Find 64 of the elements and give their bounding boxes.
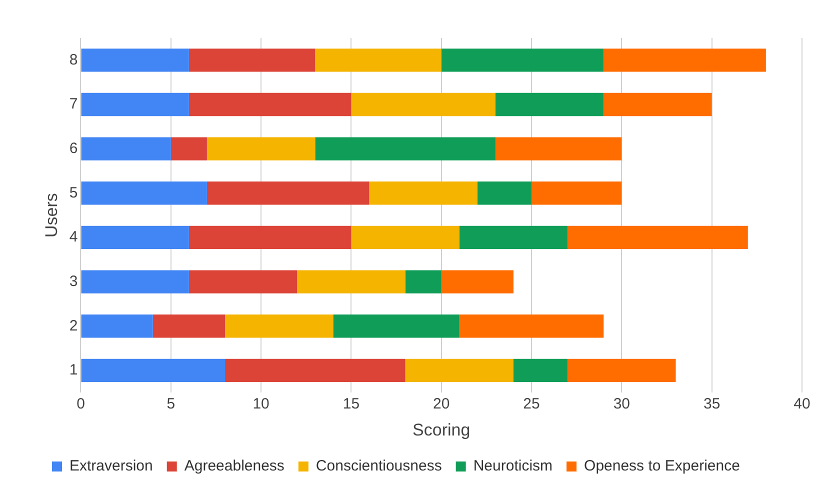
bar — [224, 358, 406, 382]
bar — [81, 358, 225, 382]
bar — [81, 137, 171, 160]
bar — [441, 270, 514, 294]
bar — [495, 92, 604, 116]
bar — [568, 226, 748, 250]
x-tick-label: 10 — [252, 396, 270, 413]
y-axis-title: Users — [42, 193, 61, 238]
bar — [369, 182, 478, 205]
legend-label: Extraversion — [70, 458, 153, 475]
y-tick-label: 1 — [69, 362, 78, 379]
bar — [604, 48, 766, 72]
bar — [224, 314, 334, 338]
bar — [297, 270, 406, 294]
bar — [477, 182, 532, 205]
x-tick-label: 5 — [166, 396, 176, 413]
y-tick-label: 2 — [69, 317, 78, 334]
bar — [81, 314, 153, 338]
bar — [405, 358, 514, 382]
bar — [459, 314, 604, 338]
x-tick-label: 40 — [794, 396, 810, 413]
x-tick-label: 30 — [613, 396, 630, 413]
bar — [405, 270, 442, 294]
bar — [351, 92, 496, 116]
bar — [81, 270, 189, 294]
y-tick-label: 5 — [69, 184, 78, 202]
bar — [188, 92, 352, 116]
x-tick-label: 20 — [433, 396, 450, 413]
bar — [81, 182, 207, 205]
x-tick-label: 25 — [523, 396, 540, 413]
bar — [604, 92, 712, 116]
y-tick-label: 8 — [69, 51, 78, 68]
bar — [170, 137, 207, 160]
bar — [513, 358, 568, 382]
bar — [315, 137, 496, 160]
bar — [459, 226, 568, 250]
bar — [188, 48, 316, 72]
bar — [568, 358, 676, 382]
bar — [315, 48, 442, 72]
bar — [188, 270, 298, 294]
bar — [441, 48, 604, 72]
bar — [81, 92, 189, 116]
y-tick-label: 7 — [69, 96, 78, 113]
bar — [532, 182, 622, 205]
x-tick-label: 35 — [704, 396, 720, 413]
bar — [351, 226, 460, 250]
legend-label: Conscientiousness — [316, 458, 442, 475]
bar — [333, 314, 460, 338]
y-tick-label: 3 — [69, 272, 78, 290]
legend-label: Neuroticism — [473, 458, 553, 475]
y-tick-label: 4 — [69, 228, 78, 246]
bar — [152, 314, 225, 338]
bar — [206, 137, 316, 160]
bar — [81, 48, 189, 72]
bar — [188, 226, 352, 250]
bar — [81, 226, 189, 250]
legend-label: Openess to Experience — [584, 458, 740, 475]
bar — [206, 182, 370, 205]
bar — [495, 137, 622, 160]
x-axis-title: Scoring — [412, 420, 470, 440]
x-tick-label: 0 — [76, 396, 85, 413]
y-tick-label: 6 — [69, 140, 78, 157]
legend-label: Agreeableness — [184, 458, 284, 475]
x-tick-label: 15 — [342, 396, 360, 413]
